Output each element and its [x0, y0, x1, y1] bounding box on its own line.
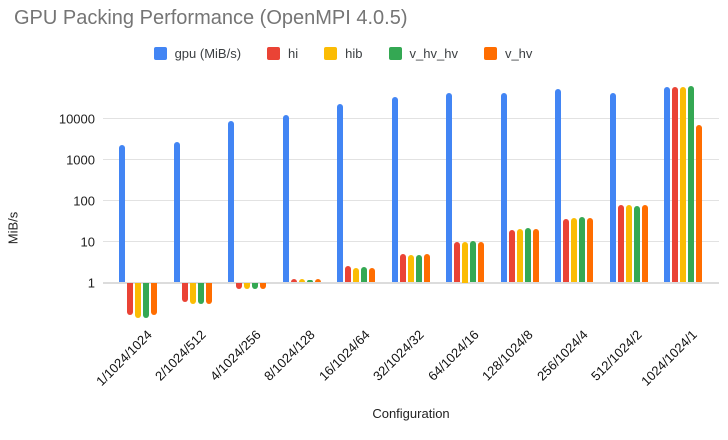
x-tick-label: 64/1024/16 — [424, 327, 482, 384]
legend-swatch-v_hv — [483, 46, 497, 60]
y-tick-label: 1000 — [66, 152, 95, 167]
bar-hi-9 — [617, 205, 624, 283]
bar-gpu-5 — [391, 97, 398, 283]
bar-hi-10 — [672, 86, 678, 283]
bar-v_hv-4 — [369, 267, 375, 283]
bar-hi-0 — [127, 282, 133, 316]
bar-v_hv_hv-3 — [306, 280, 313, 283]
bar-hib-5 — [407, 254, 414, 283]
y-tick-label: 10 — [80, 234, 95, 249]
legend-swatch-hib — [324, 46, 338, 60]
x-tick-label: 256/1024/4 — [533, 327, 591, 384]
x-tick-label: 512/1024/2 — [588, 327, 646, 384]
gridline-100 — [103, 200, 719, 201]
x-tick-label: 1/1024/1024 — [92, 327, 155, 389]
bar-gpu-0 — [119, 145, 125, 283]
bar-hib-3 — [298, 278, 305, 283]
bar-gpu-1 — [173, 142, 180, 283]
bar-gpu-8 — [555, 89, 561, 283]
legend-item-hib: hib — [324, 45, 363, 61]
bar-gpu-9 — [609, 92, 616, 283]
bar-v_hv_hv-8 — [579, 216, 585, 283]
bar-v_hv-9 — [641, 204, 648, 283]
legend-label: v_hv_hv — [409, 45, 458, 61]
legend-item-v_hv_hv: v_hv_hv — [388, 45, 458, 61]
bar-v_hv_hv-10 — [688, 85, 694, 283]
bar-gpu-10 — [664, 87, 670, 283]
bar-v_hv-10 — [696, 125, 702, 283]
y-tick-label: 1 — [87, 275, 95, 290]
x-tick-label: 32/1024/32 — [370, 327, 428, 384]
bar-hi-5 — [399, 253, 406, 283]
y-tick-label: 100 — [73, 193, 95, 208]
legend-label: hi — [288, 45, 299, 61]
x-tick-label: 4/1024/256 — [206, 327, 264, 384]
bar-hib-8 — [571, 217, 577, 283]
chart-title: GPU Packing Performance (OpenMPI 4.0.5) — [14, 7, 408, 29]
bar-v_hv_hv-6 — [470, 241, 476, 283]
gridline-10000 — [103, 118, 719, 119]
bar-v_hv_hv-2 — [252, 282, 258, 290]
legend: gpu (MiB/s) hi hib v_hv_hv v_hv — [0, 45, 707, 61]
legend-label: gpu (MiB/s) — [174, 45, 242, 61]
bar-hi-3 — [290, 278, 297, 283]
y-tick-label: 10000 — [58, 111, 95, 126]
bar-v_hv_hv-1 — [197, 282, 204, 304]
bar-gpu-6 — [446, 93, 452, 283]
bar-v_hv_hv-9 — [633, 206, 640, 283]
bar-hib-2 — [244, 282, 250, 290]
bar-v_hv-7 — [532, 229, 539, 283]
bar-v_hv_hv-5 — [415, 254, 422, 283]
bar-v_hv-0 — [151, 282, 157, 316]
bar-v_hv_hv-4 — [361, 266, 367, 283]
bar-gpu-4 — [337, 103, 343, 283]
x-tick-label: 8/1024/128 — [261, 327, 319, 384]
y-axis-title: MiB/s — [5, 211, 21, 245]
bar-hi-7 — [508, 229, 515, 283]
bar-v_hv-6 — [478, 241, 484, 283]
bar-gpu-7 — [500, 92, 507, 283]
bar-hib-7 — [516, 229, 523, 283]
legend-swatch-hi — [267, 46, 281, 60]
bar-v_hv-3 — [314, 279, 321, 283]
bar-hib-4 — [353, 268, 359, 283]
x-tick-label: 2/1024/512 — [152, 327, 210, 384]
gridline-1000 — [103, 159, 719, 160]
bar-gpu-2 — [228, 121, 234, 283]
x-axis-title: Configuration — [372, 406, 450, 421]
bar-gpu-3 — [282, 114, 289, 283]
legend-swatch-v_hv_hv — [388, 46, 402, 60]
bar-hi-6 — [454, 242, 460, 283]
x-tick-label: 16/1024/64 — [315, 327, 373, 384]
legend-item-hi: hi — [267, 46, 298, 61]
legend-swatch-gpu — [153, 46, 167, 60]
gridline-1 — [103, 281, 719, 284]
bar-hi-4 — [345, 266, 351, 283]
bar-v_hv-1 — [205, 282, 212, 304]
bar-hib-1 — [189, 282, 196, 304]
gridline-10 — [103, 241, 719, 242]
legend-label: v_hv — [504, 45, 533, 61]
bar-hib-6 — [462, 241, 468, 283]
legend-label: hib — [345, 45, 363, 61]
bar-hi-2 — [236, 282, 242, 289]
bar-hi-1 — [181, 282, 188, 303]
legend-item-gpu: gpu (MiB/s) — [153, 45, 242, 61]
bar-v_hv_hv-0 — [143, 282, 149, 318]
bar-v_hv_hv-7 — [524, 228, 531, 283]
bar-hib-0 — [135, 282, 141, 318]
x-tick-label: 128/1024/8 — [479, 327, 537, 384]
bar-v_hv-5 — [423, 253, 430, 283]
legend-item-v_hv: v_hv — [483, 45, 533, 61]
bar-v_hv-8 — [587, 217, 593, 283]
bar-hib-10 — [680, 86, 686, 283]
bar-hi-8 — [563, 218, 569, 283]
bar-v_hv-2 — [260, 282, 266, 290]
bar-hib-9 — [625, 204, 632, 283]
x-tick-label: 1024/1024/1 — [637, 327, 700, 389]
